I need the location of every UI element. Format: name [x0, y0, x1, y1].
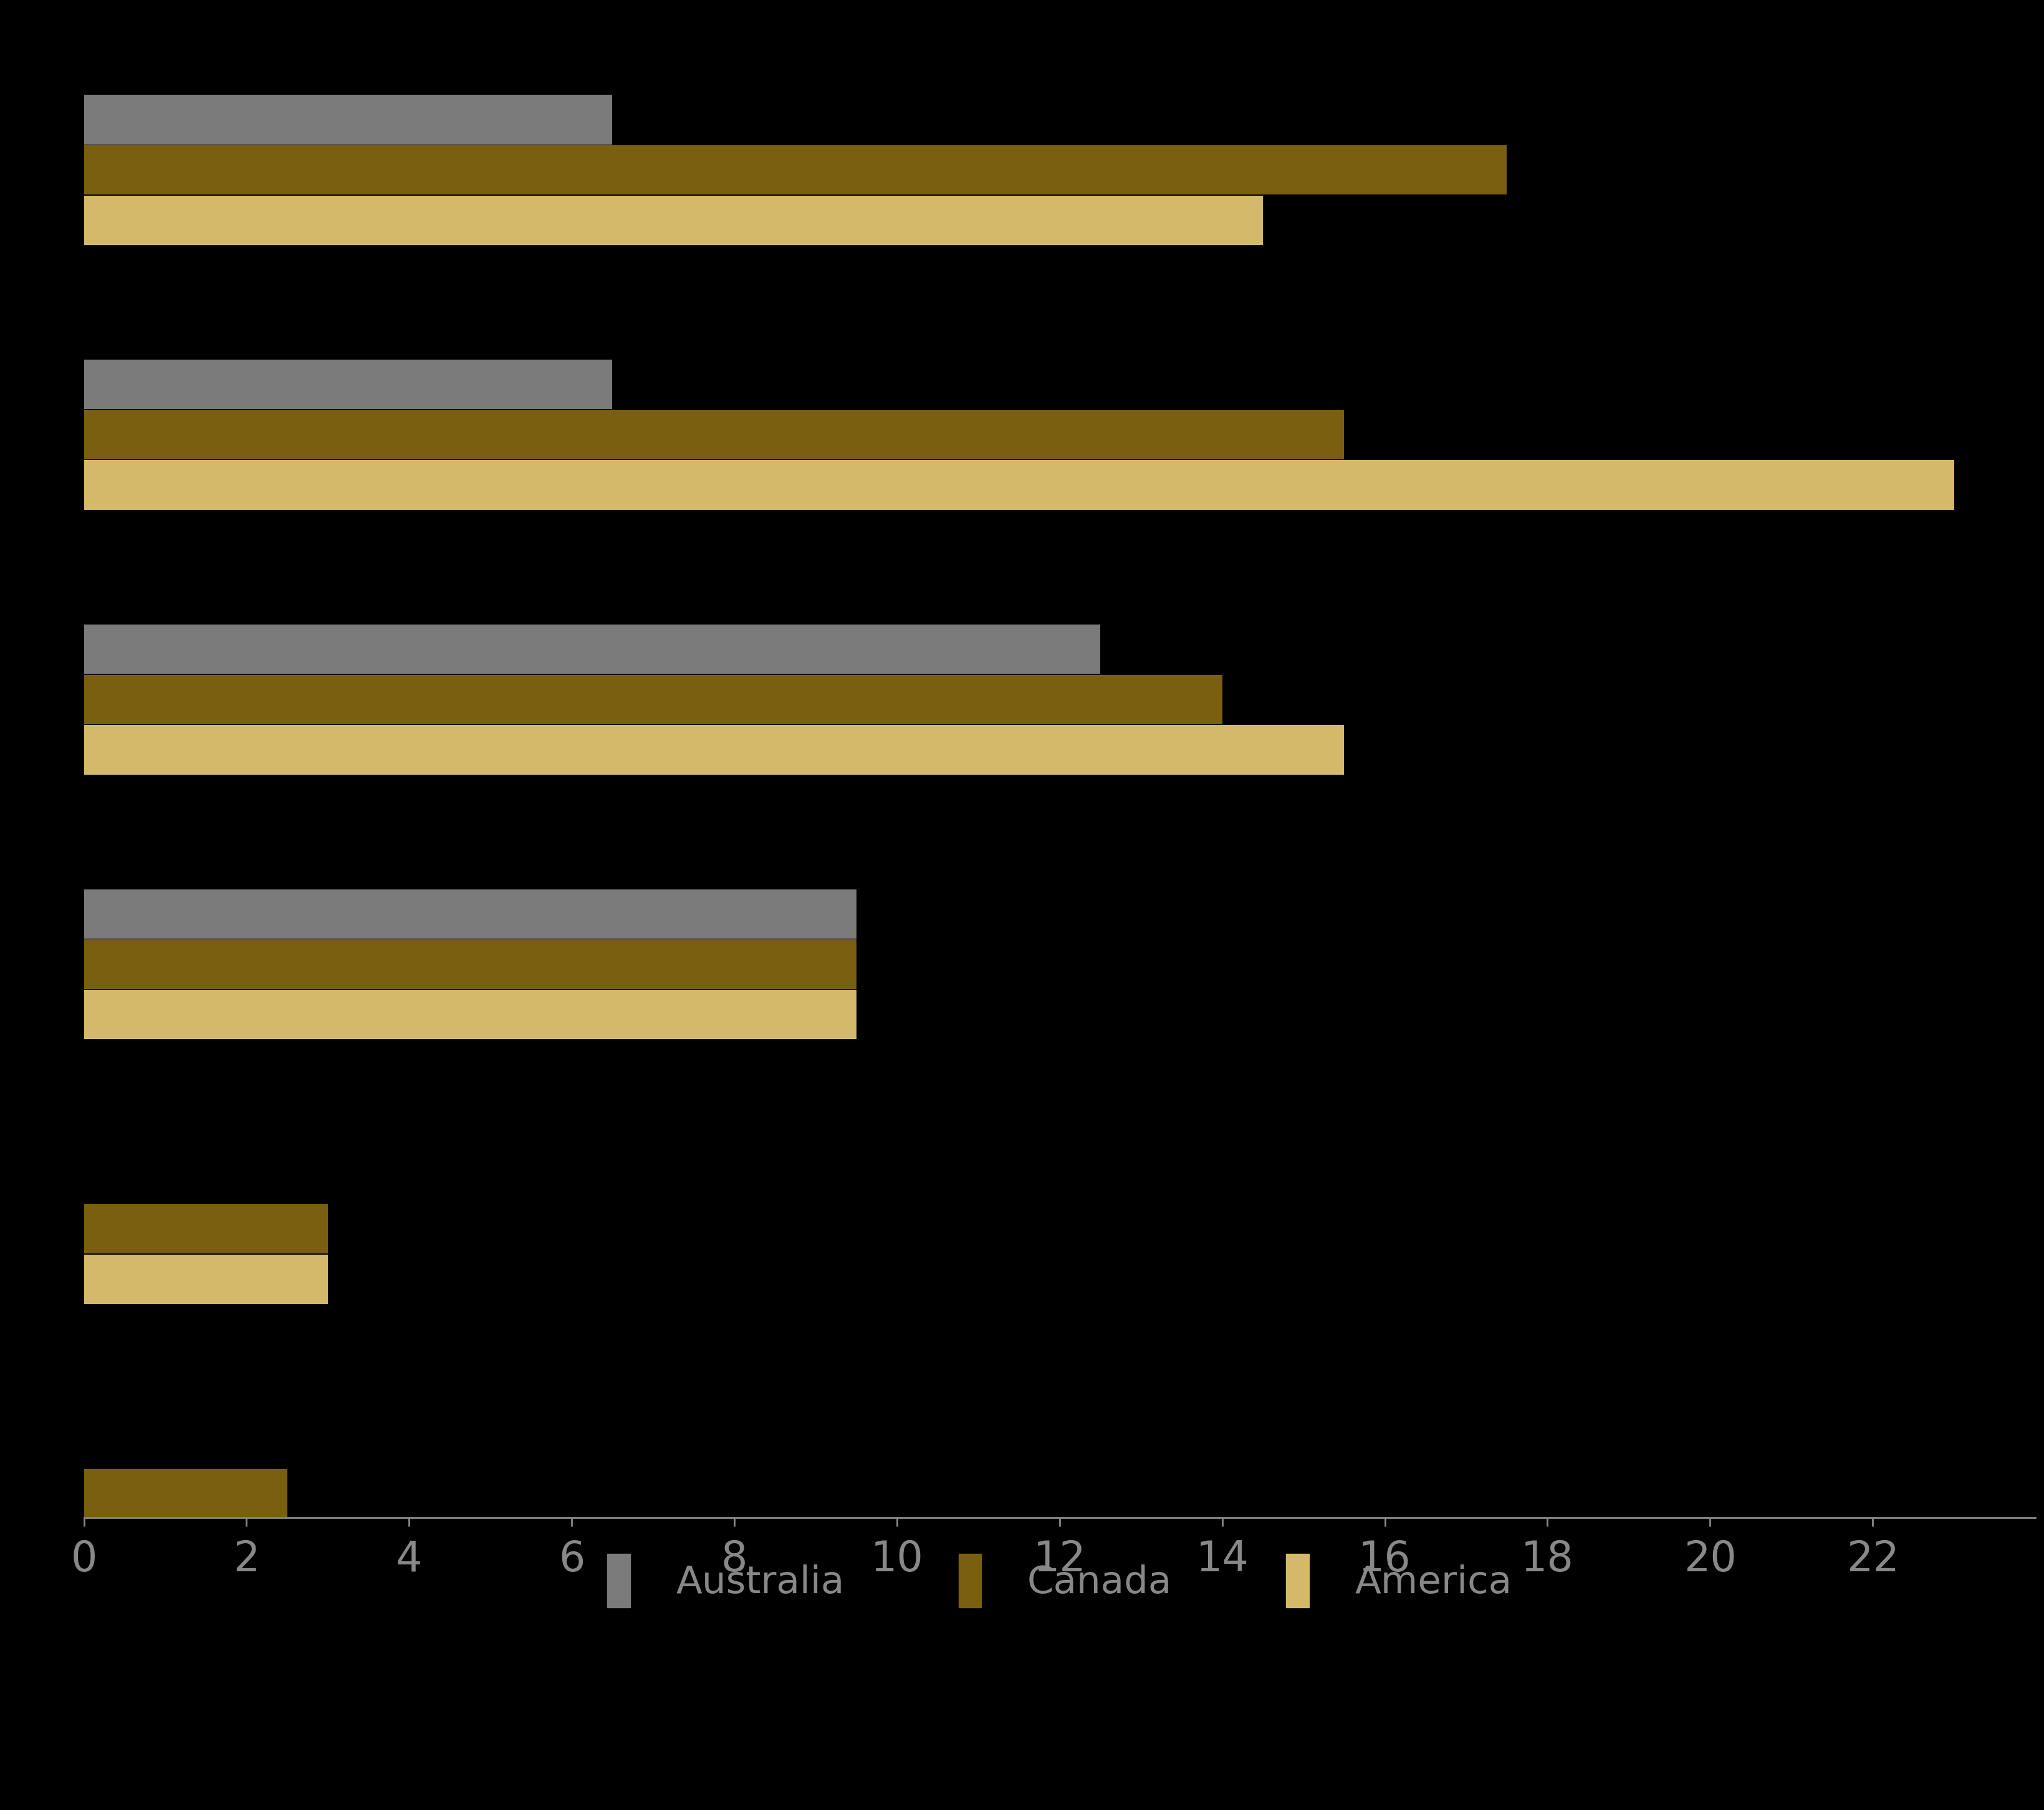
Bar	[84, 411, 1343, 460]
Bar	[84, 726, 1343, 775]
Bar	[84, 624, 1100, 673]
Bar	[84, 195, 1263, 244]
Bar	[84, 1204, 327, 1254]
Bar	[84, 1470, 286, 1519]
Bar	[84, 94, 613, 145]
Bar	[84, 675, 1222, 724]
Bar	[84, 460, 1954, 510]
Bar	[84, 145, 1506, 195]
Bar	[84, 1519, 166, 1569]
Bar	[84, 939, 856, 988]
Bar	[84, 990, 856, 1039]
Bar	[84, 1254, 327, 1303]
Legend: Australia, Canada, America: Australia, Canada, America	[568, 1515, 1549, 1645]
Bar	[84, 360, 613, 409]
Bar	[84, 889, 856, 939]
